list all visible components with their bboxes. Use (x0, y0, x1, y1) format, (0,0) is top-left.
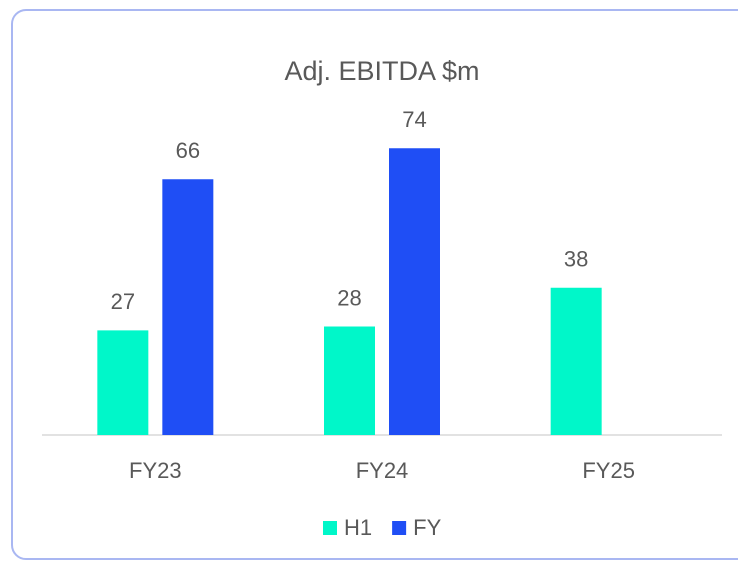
x-tick-label: FY23 (129, 458, 182, 483)
bar (97, 330, 149, 435)
legend-swatch (323, 521, 337, 535)
data-label: 27 (111, 289, 135, 314)
data-label: 28 (337, 285, 361, 310)
x-tick-label: FY24 (356, 458, 409, 483)
bar (162, 179, 214, 435)
data-label: 38 (564, 247, 588, 272)
legend-label: H1 (344, 515, 372, 540)
chart-title: Adj. EBITDA $m (284, 56, 479, 86)
data-label: 74 (402, 107, 426, 132)
legend-swatch (392, 521, 407, 535)
bar (550, 287, 602, 435)
bar (324, 326, 375, 435)
legend-label: FY (413, 515, 441, 540)
data-label: 66 (176, 138, 200, 163)
bar (389, 148, 440, 435)
x-tick-label: FY25 (582, 458, 635, 483)
